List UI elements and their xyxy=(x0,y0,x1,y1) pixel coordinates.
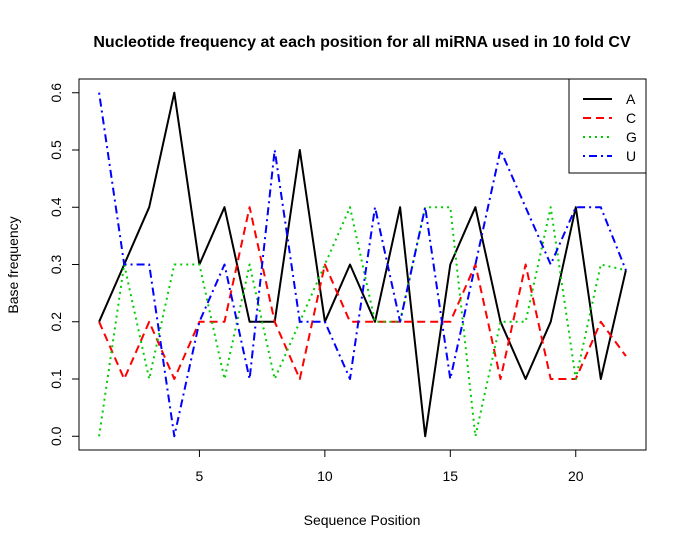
legend-label-U: U xyxy=(626,148,636,164)
y-tick-label: 0.6 xyxy=(48,83,64,103)
x-tick-label: 15 xyxy=(443,468,459,484)
y-axis-label: Base frequency xyxy=(5,216,21,313)
x-tick-label: 10 xyxy=(317,468,333,484)
y-tick-label: 0.5 xyxy=(48,140,64,160)
y-tick-label: 0.4 xyxy=(48,197,64,217)
x-axis-label: Sequence Position xyxy=(304,512,421,528)
x-tick-label: 20 xyxy=(568,468,584,484)
y-tick-label: 0.0 xyxy=(48,426,64,446)
series-layer xyxy=(98,91,627,438)
legend-label-C: C xyxy=(626,110,636,126)
series-line-A xyxy=(98,91,627,438)
x-axis: 5 10 15 20 xyxy=(196,450,584,484)
plot-frame xyxy=(78,78,647,451)
series-line-U xyxy=(98,92,627,438)
series-line-G xyxy=(98,206,627,438)
legend-box xyxy=(568,78,647,174)
y-axis: 0.0 0.1 0.2 0.3 0.4 0.5 0.6 xyxy=(48,83,79,446)
y-tick-label: 0.2 xyxy=(48,312,64,332)
y-tick-label: 0.1 xyxy=(48,369,64,389)
legend-label-G: G xyxy=(626,129,637,145)
legend-label-A: A xyxy=(626,91,636,107)
chart-title: Nucleotide frequency at each position fo… xyxy=(93,34,631,51)
y-tick-label: 0.3 xyxy=(48,255,64,275)
x-tick-label: 5 xyxy=(196,468,204,484)
